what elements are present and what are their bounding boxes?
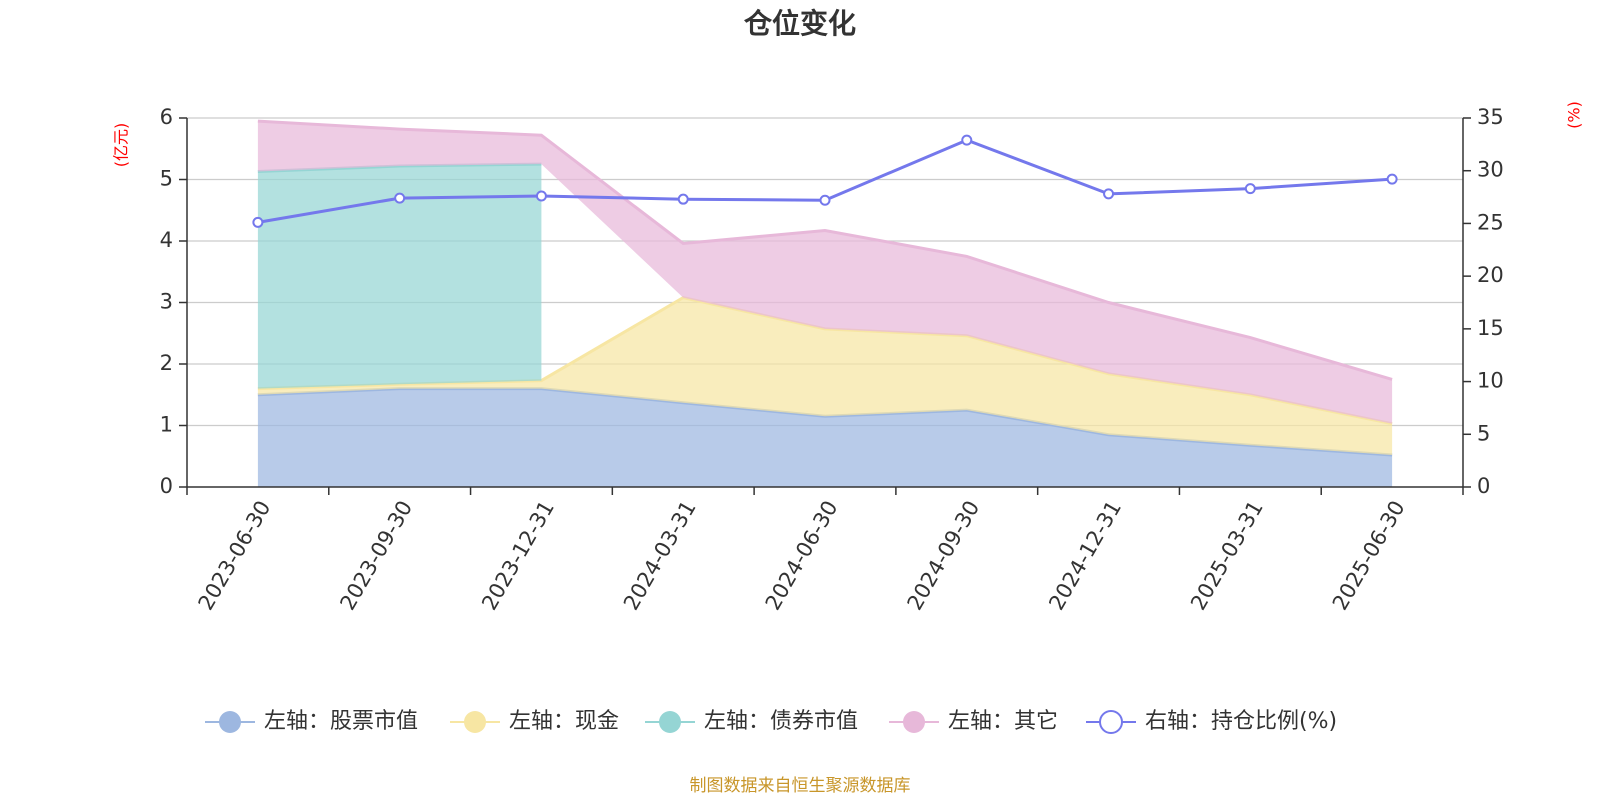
area-2 xyxy=(257,164,542,389)
legend-marker xyxy=(219,711,241,733)
right-axis-tick-label: 25 xyxy=(1477,210,1504,234)
ratio-point xyxy=(252,216,264,228)
left-axis-tick-label: 0 xyxy=(160,474,173,498)
x-axis-tick-label: 2023-09-30 xyxy=(335,496,417,614)
legend: 左轴：股票市值 左轴：现金 左轴：债券市值 左轴：其它 右轴：持仓比例(%) xyxy=(205,709,1337,734)
right-axis-tick-label: 5 xyxy=(1477,421,1490,445)
x-axis-tick-label: 2024-09-30 xyxy=(902,497,984,615)
left-axis-tick-label: 2 xyxy=(160,351,173,375)
right-axis-tick-label: 30 xyxy=(1477,158,1504,182)
legend-label: 左轴：债券市值 xyxy=(704,709,858,734)
right-axis-tick-label: 15 xyxy=(1477,316,1504,340)
x-axis-tick-label: 2024-06-30 xyxy=(761,497,843,615)
x-axis-tick-label: 2025-06-30 xyxy=(1328,497,1410,615)
chart-title: 仓位变化 xyxy=(744,7,856,40)
legend-label: 左轴：现金 xyxy=(509,709,619,734)
x-axis-tick-label: 2023-06-30 xyxy=(194,497,276,615)
ratio-point xyxy=(535,190,547,202)
x-axis-tick-label: 2025-03-31 xyxy=(1186,497,1268,615)
right-axis-tick-label: 0 xyxy=(1477,474,1490,498)
left-axis-tick-label: 3 xyxy=(160,290,173,314)
ratio-point xyxy=(1103,188,1115,200)
x-axis-tick-label: 2023-12-31 xyxy=(477,497,559,615)
area-0 xyxy=(257,388,1393,487)
left-axis-tick-label: 1 xyxy=(160,413,173,437)
legend-label: 左轴：其它 xyxy=(948,709,1058,734)
legend-label: 左轴：股票市值 xyxy=(264,709,418,734)
ratio-point xyxy=(1244,183,1256,195)
area-3 xyxy=(257,121,1393,424)
left-axis-unit: (亿元) xyxy=(112,123,131,168)
area-1 xyxy=(257,297,1393,455)
ratio-point xyxy=(961,134,973,146)
legend-marker xyxy=(903,711,925,733)
legend-marker xyxy=(659,711,681,733)
left-axis-tick-label: 5 xyxy=(160,167,173,191)
x-axis-tick-label: 2024-03-31 xyxy=(619,497,701,615)
ratio-point xyxy=(1386,173,1398,185)
stacked-areas xyxy=(257,119,1393,487)
ratio-point xyxy=(819,194,831,206)
data-source-note: 制图数据来自恒生聚源数据库 xyxy=(690,776,911,796)
ratio-point xyxy=(677,193,689,205)
right-axis-tick-label: 35 xyxy=(1477,105,1504,129)
x-axis-tick-label: 2024-12-31 xyxy=(1044,497,1126,615)
right-axis-unit: (%) xyxy=(1565,101,1584,129)
legend-marker xyxy=(1099,710,1123,734)
legend-marker xyxy=(464,711,486,733)
right-axis-tick-label: 10 xyxy=(1477,369,1504,393)
right-axis-tick-label: 20 xyxy=(1477,263,1504,287)
legend-label: 右轴：持仓比例(%) xyxy=(1145,709,1337,734)
ratio-line-series xyxy=(252,134,1398,228)
left-axis-tick-label: 4 xyxy=(160,228,173,252)
left-axis-tick-label: 6 xyxy=(160,105,173,129)
area-top-line-3 xyxy=(257,119,1393,381)
ratio-point xyxy=(394,192,406,204)
